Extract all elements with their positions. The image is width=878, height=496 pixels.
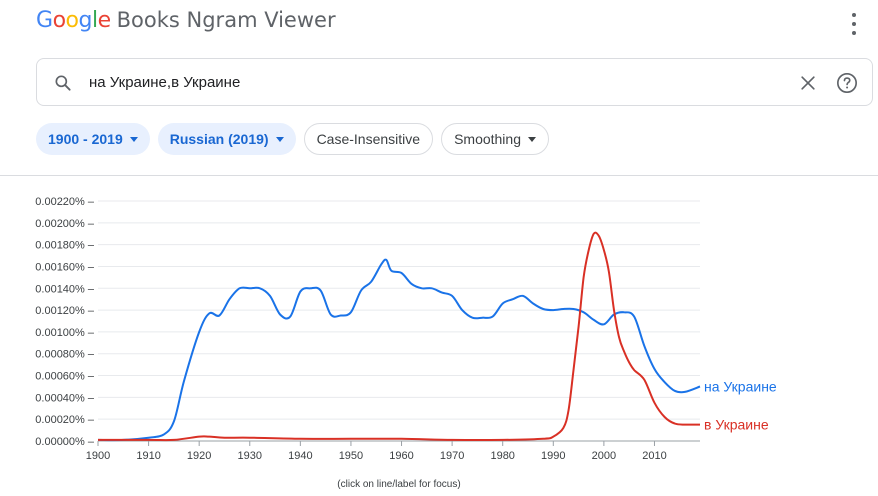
ngram-chart: 0.00000% – 0.00020% – 0.00040% – 0.00060% –… bbox=[35, 196, 777, 490]
corpus-label: Russian (2019) bbox=[169, 131, 269, 147]
y-tick-label: 0.00040% – bbox=[35, 392, 95, 404]
filter-bar: 1900 - 2019 Russian (2019) Case-Insensit… bbox=[36, 123, 549, 155]
y-tick-label: 0.00100% – bbox=[35, 327, 95, 339]
y-tick-label: 0.00200% – bbox=[35, 218, 95, 230]
y-tick-label: 0.00180% – bbox=[35, 240, 95, 252]
series-label[interactable]: в Украине bbox=[704, 417, 769, 433]
search-icon[interactable] bbox=[53, 73, 73, 93]
smoothing-label: Smoothing bbox=[454, 131, 521, 147]
caret-down-icon bbox=[528, 136, 536, 142]
x-tick-label: 1980 bbox=[490, 450, 514, 462]
more-vert-icon[interactable] bbox=[848, 13, 860, 35]
x-tick-label: 1950 bbox=[339, 450, 363, 462]
x-tick-label: 1900 bbox=[86, 450, 110, 462]
logo-letter: o bbox=[52, 8, 66, 33]
y-tick-label: 0.00000% – bbox=[35, 436, 95, 448]
y-tick-label: 0.00120% – bbox=[35, 305, 95, 317]
case-insensitive-label: Case-Insensitive bbox=[316, 131, 421, 147]
caret-down-icon bbox=[275, 136, 284, 142]
product-title: Books Ngram Viewer bbox=[116, 8, 336, 32]
smoothing-dropdown[interactable]: Smoothing bbox=[441, 123, 549, 155]
help-icon[interactable] bbox=[836, 72, 858, 94]
y-tick-label: 0.00220% – bbox=[35, 196, 95, 208]
logo-letter: G bbox=[36, 8, 53, 33]
caret-down-icon bbox=[129, 136, 138, 142]
x-tick-label: 1970 bbox=[440, 450, 464, 462]
x-tick-label: 1910 bbox=[136, 450, 160, 462]
x-tick-label: 1930 bbox=[238, 450, 262, 462]
logo-letter: e bbox=[97, 8, 112, 33]
search-input[interactable] bbox=[89, 67, 769, 97]
chart-footnote: (click on line/label for focus) bbox=[337, 479, 460, 490]
series-label[interactable]: на Украине bbox=[704, 378, 777, 394]
corpus-dropdown[interactable]: Russian (2019) bbox=[157, 123, 296, 155]
logo-letter: g bbox=[78, 8, 93, 33]
y-tick-label: 0.00080% – bbox=[35, 349, 95, 361]
app-header: Google Books Ngram Viewer bbox=[36, 8, 336, 38]
y-tick-label: 0.00140% – bbox=[35, 283, 95, 295]
divider bbox=[0, 175, 878, 176]
series-line[interactable] bbox=[97, 258, 701, 442]
search-box bbox=[36, 58, 873, 106]
y-tick-label: 0.00060% – bbox=[35, 371, 95, 383]
y-tick-label: 0.00160% – bbox=[35, 261, 95, 273]
case-insensitive-toggle[interactable]: Case-Insensitive bbox=[303, 123, 434, 155]
date-range-dropdown[interactable]: 1900 - 2019 bbox=[36, 123, 150, 155]
y-tick-label: 0.00020% – bbox=[35, 414, 95, 426]
google-logo[interactable]: Google bbox=[36, 8, 111, 33]
x-tick-label: 1920 bbox=[187, 450, 211, 462]
logo-letter: o bbox=[65, 8, 79, 33]
x-tick-label: 1940 bbox=[288, 450, 312, 462]
x-tick-label: 2000 bbox=[592, 450, 616, 462]
x-tick-label: 1960 bbox=[389, 450, 413, 462]
x-tick-label: 2010 bbox=[642, 450, 666, 462]
x-tick-label: 1990 bbox=[541, 450, 565, 462]
logo-letter: l bbox=[91, 8, 98, 33]
clear-icon[interactable] bbox=[798, 73, 818, 93]
series-line[interactable] bbox=[98, 231, 701, 442]
date-range-label: 1900 - 2019 bbox=[48, 131, 123, 147]
